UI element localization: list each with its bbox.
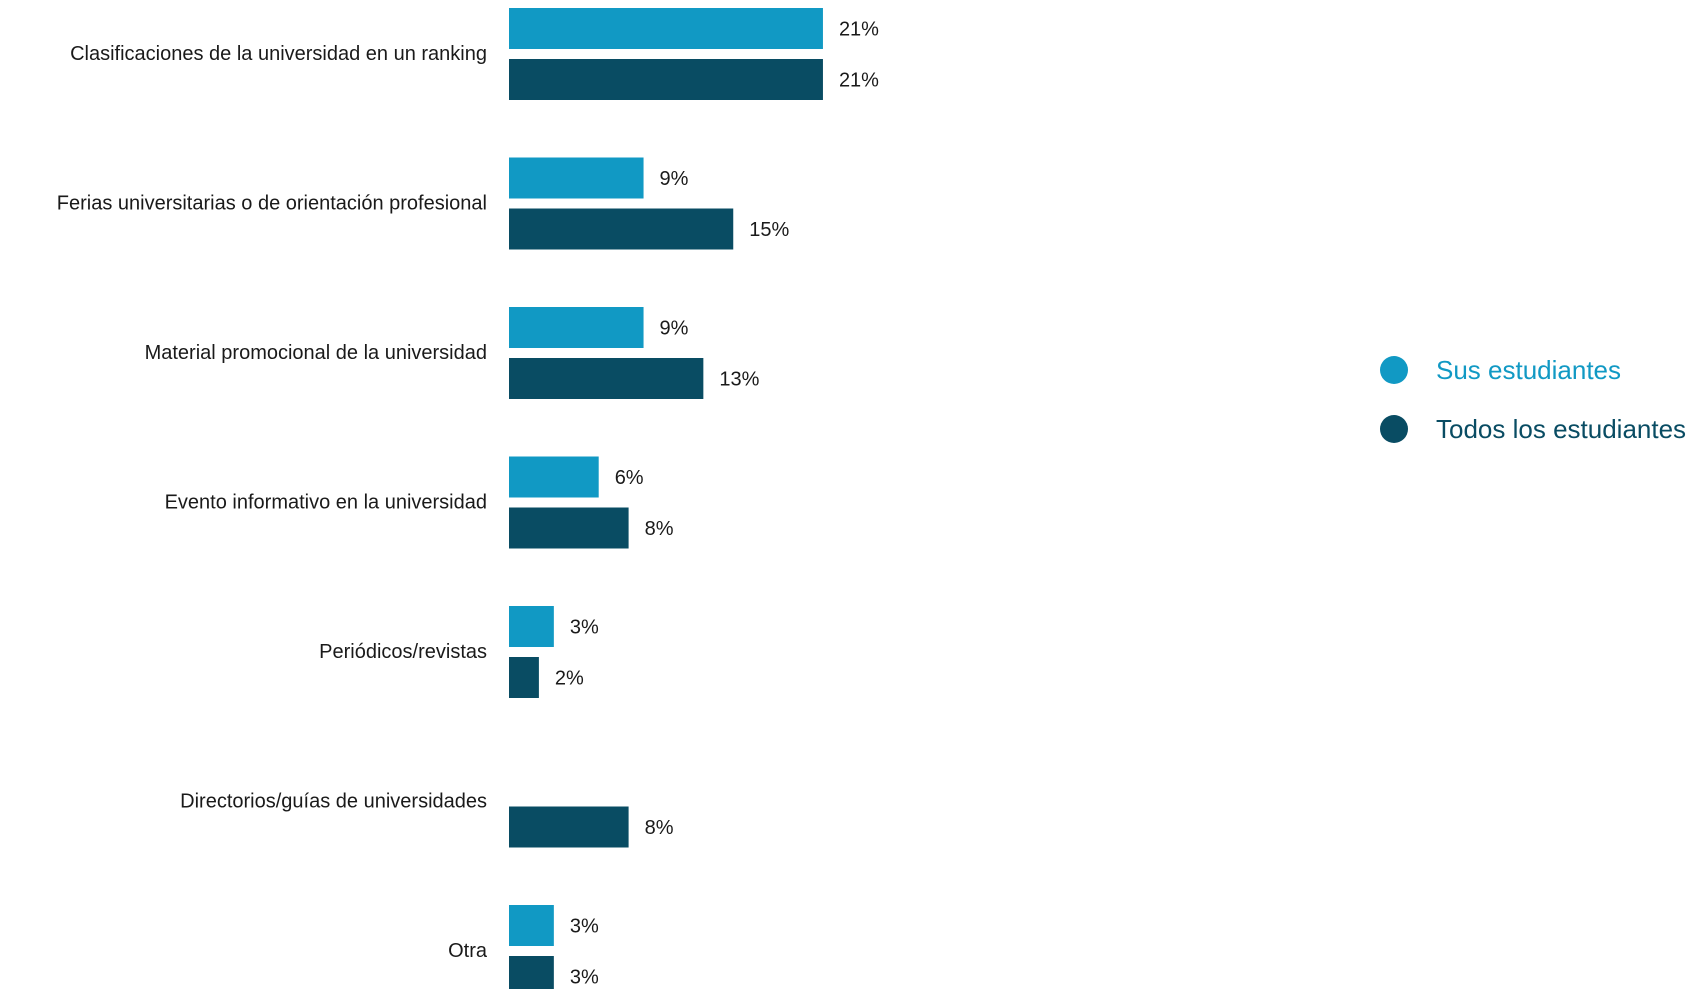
bar-sus-estudiantes-material-promocional-de-la-universidad: [509, 307, 644, 348]
legend-marker-sus-estudiantes: [1380, 356, 1408, 384]
chart-legend: Sus estudiantes Todos los estudiantes: [1380, 350, 1686, 468]
category-label-clasificaciones-de-la-universidad-en-un-ranking: Clasificaciones de la universidad en un …: [70, 43, 487, 65]
legend-marker-todos-los-estudiantes: [1380, 415, 1408, 443]
bar-todos-los-estudiantes-periodicos-revistas: [509, 657, 539, 698]
legend-label-sus-estudiantes: Sus estudiantes: [1436, 354, 1622, 385]
category-label-otra: Otra: [448, 940, 488, 962]
category-label-ferias-universitarias-o-de-orientacion-profesional: Ferias universitarias o de orientación p…: [57, 193, 487, 215]
value-label-todos-los-estudiantes-periodicos-revistas: 2%: [555, 668, 584, 690]
value-label-sus-estudiantes-clasificaciones-de-la-universidad-en-un-ranking: 21%: [839, 19, 879, 41]
bar-sus-estudiantes-periodicos-revistas: [509, 606, 554, 647]
category-label-material-promocional-de-la-universidad: Material promocional de la universidad: [145, 342, 487, 364]
category-label-evento-informativo-en-la-universidad: Evento informativo en la universidad: [165, 492, 487, 514]
bar-sus-estudiantes-clasificaciones-de-la-universidad-en-un-ranking: [509, 8, 823, 49]
value-label-sus-estudiantes-ferias-universitarias-o-de-orientacion-profesional: 9%: [660, 168, 689, 190]
bar-todos-los-estudiantes-clasificaciones-de-la-universidad-en-un-ranking: [509, 59, 823, 100]
value-label-todos-los-estudiantes-directorios-guias-de-universidades: 8%: [645, 817, 674, 839]
category-label-periodicos-revistas: Periódicos/revistas: [319, 641, 487, 663]
value-label-sus-estudiantes-periodicos-revistas: 3%: [570, 617, 599, 639]
value-label-sus-estudiantes-otra: 3%: [570, 916, 599, 938]
value-label-todos-los-estudiantes-material-promocional-de-la-universidad: 13%: [719, 369, 759, 391]
value-label-todos-los-estudiantes-otra: 3%: [570, 967, 599, 989]
category-label-directorios-guias-de-universidades: Directorios/guías de universidades: [180, 791, 487, 813]
bar-todos-los-estudiantes-evento-informativo-en-la-universidad: [509, 507, 629, 549]
value-label-todos-los-estudiantes-ferias-universitarias-o-de-orientacion-profesional: 15%: [749, 219, 789, 241]
bar-todos-los-estudiantes-ferias-universitarias-o-de-orientacion-profesional: [509, 208, 734, 250]
value-label-sus-estudiantes-material-promocional-de-la-universidad: 9%: [660, 318, 689, 340]
bar-sus-estudiantes-evento-informativo-en-la-universidad: [509, 456, 599, 498]
bar-todos-los-estudiantes-material-promocional-de-la-universidad: [509, 358, 704, 399]
legend-item-todos-los-estudiantes: Todos los estudiantes: [1380, 409, 1686, 449]
legend-item-sus-estudiantes: Sus estudiantes: [1380, 350, 1686, 390]
value-label-todos-los-estudiantes-evento-informativo-en-la-universidad: 8%: [645, 518, 674, 540]
value-label-sus-estudiantes-evento-informativo-en-la-universidad: 6%: [615, 467, 644, 489]
bar-sus-estudiantes-otra: [509, 905, 554, 946]
bar-todos-los-estudiantes-otra: [509, 956, 554, 989]
legend-label-todos-los-estudiantes: Todos los estudiantes: [1436, 413, 1687, 444]
value-label-todos-los-estudiantes-clasificaciones-de-la-universidad-en-un-ranking: 21%: [839, 70, 879, 92]
bar-sus-estudiantes-ferias-universitarias-o-de-orientacion-profesional: [509, 157, 644, 199]
bar-todos-los-estudiantes-directorios-guias-de-universidades: [509, 806, 629, 848]
